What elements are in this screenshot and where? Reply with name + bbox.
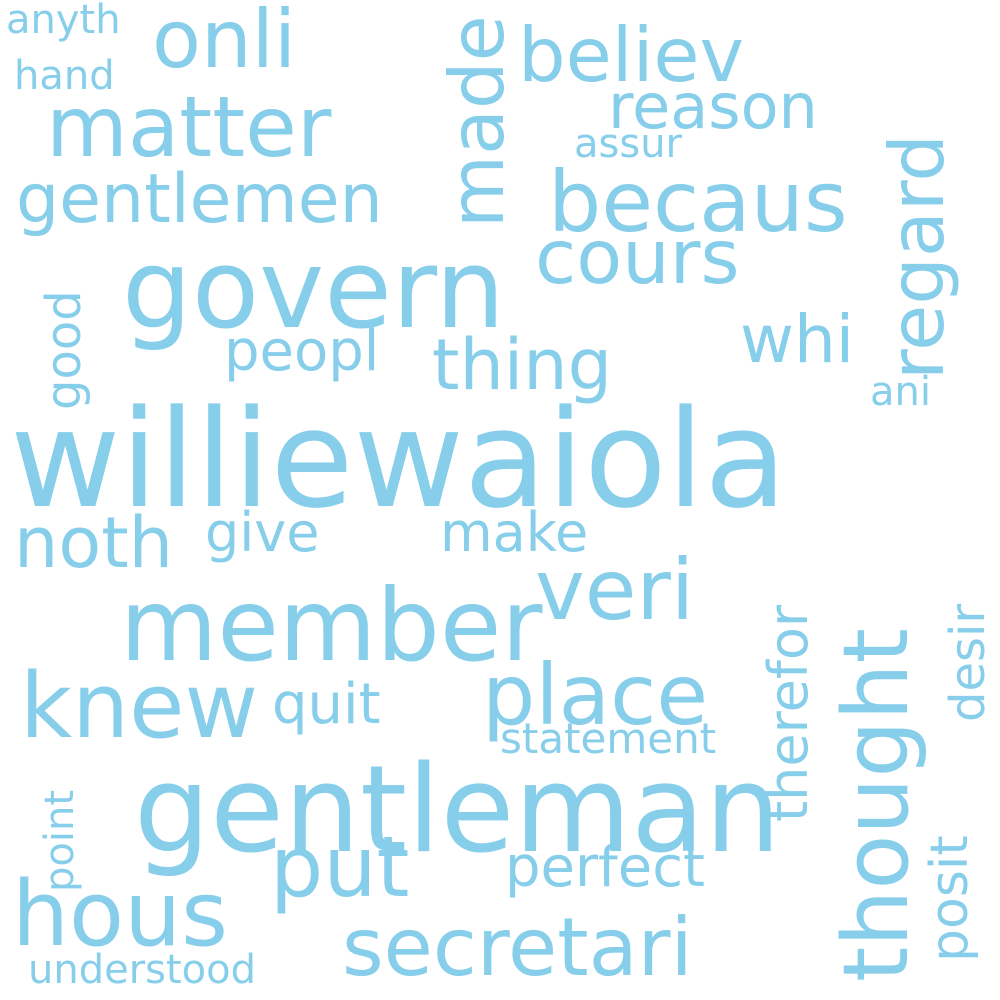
word-govern: govern bbox=[122, 225, 505, 353]
word-make: make bbox=[440, 501, 589, 564]
word-gentleman: gentleman bbox=[134, 741, 781, 880]
word-place: place bbox=[482, 646, 708, 744]
word-anyth: anyth bbox=[6, 0, 121, 43]
word-assur: assur bbox=[574, 121, 682, 167]
word-posit: posit bbox=[920, 835, 980, 962]
word-becaus: becaus bbox=[548, 153, 848, 251]
word-understood: understood bbox=[28, 947, 257, 993]
word-believ: believ bbox=[518, 11, 744, 99]
word-ani: ani bbox=[870, 369, 931, 415]
word-whi: whi bbox=[740, 301, 855, 378]
word-member: member bbox=[120, 567, 543, 684]
word-knew: knew bbox=[20, 654, 259, 759]
word-put: put bbox=[270, 818, 410, 916]
word-point: point bbox=[37, 789, 83, 892]
word-veri: veri bbox=[535, 541, 695, 639]
word-peopl: peopl bbox=[224, 319, 380, 384]
word-thought: thought bbox=[824, 628, 929, 982]
word-regard: regard bbox=[873, 133, 961, 380]
word-made: made bbox=[433, 15, 521, 228]
word-hous: hous bbox=[12, 862, 229, 967]
word-reason: reason bbox=[608, 70, 818, 143]
word-noth: noth bbox=[14, 502, 174, 584]
word-hand: hand bbox=[14, 53, 115, 99]
word-secretari: secretari bbox=[342, 901, 693, 994]
word-matter: matter bbox=[46, 78, 332, 176]
word-williewaiola: williewaiola bbox=[10, 381, 787, 538]
word-give: give bbox=[205, 501, 320, 564]
word-cours: cours bbox=[535, 213, 740, 301]
word-onli: onli bbox=[152, 0, 297, 86]
word-good: good bbox=[36, 290, 92, 410]
word-therefor: therefor bbox=[757, 604, 820, 822]
word-quit: quit bbox=[272, 672, 381, 737]
word-gentlemen: gentlemen bbox=[16, 160, 383, 239]
word-statement: statement bbox=[500, 714, 717, 763]
word-desir: desir bbox=[940, 603, 996, 722]
word-perfect: perfect bbox=[505, 835, 705, 900]
word-thing: thing bbox=[432, 324, 613, 406]
